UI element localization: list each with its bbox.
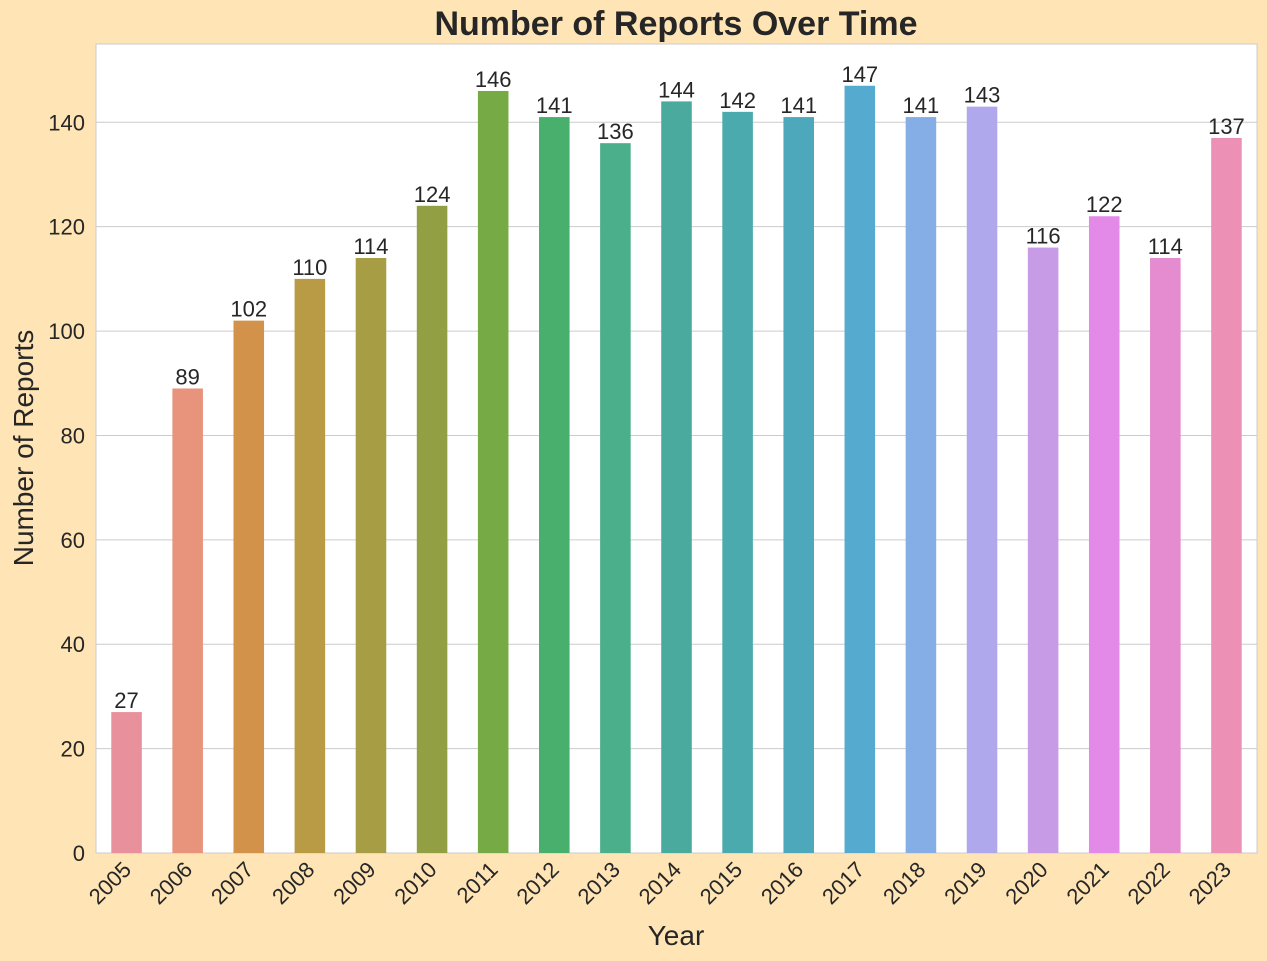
x-tick-label: 2020 <box>1000 857 1052 909</box>
bars <box>111 85 1242 854</box>
y-tick-label: 40 <box>61 632 85 657</box>
data-label: 122 <box>1086 192 1123 217</box>
bar <box>1211 137 1242 854</box>
y-tick-label: 80 <box>61 423 85 448</box>
bar <box>844 85 876 854</box>
x-tick-label: 2022 <box>1123 857 1175 909</box>
y-tick-labels: 0 20 40 60 80 100 120 140 <box>48 110 85 866</box>
data-label: 141 <box>780 93 817 118</box>
x-tick-label: 2006 <box>145 857 197 909</box>
x-tick-label: 2012 <box>512 857 564 909</box>
x-tick-label: 2013 <box>573 857 625 909</box>
x-axis-label: Year <box>648 920 705 951</box>
y-tick-label: 60 <box>61 528 85 553</box>
bar <box>722 111 753 853</box>
chart-title: Number of Reports Over Time <box>434 5 917 43</box>
data-label: 136 <box>597 119 634 144</box>
x-tick-label: 2014 <box>634 857 686 909</box>
data-label: 143 <box>964 83 1001 108</box>
y-axis-label: Number of Reports <box>8 330 39 567</box>
bar <box>477 90 509 854</box>
bar <box>355 257 387 854</box>
x-tick-label: 2007 <box>206 857 258 909</box>
bar <box>600 143 631 854</box>
data-label: 141 <box>536 93 573 118</box>
data-label: 27 <box>114 688 138 713</box>
data-label: 114 <box>353 234 388 259</box>
data-label: 141 <box>903 93 940 118</box>
x-tick-label: 2009 <box>328 857 380 909</box>
bar <box>111 712 142 853</box>
y-tick-label: 140 <box>48 110 85 135</box>
bar <box>294 278 326 853</box>
x-tick-labels: 2005 2006 2007 2008 2009 2010 2011 2012 2013 2014… <box>84 857 1236 909</box>
x-tick-label: 2005 <box>84 857 136 909</box>
bar <box>1150 257 1181 854</box>
data-label: 146 <box>475 67 512 92</box>
bar <box>416 205 448 854</box>
y-tick-label: 100 <box>48 319 85 344</box>
bar <box>1088 216 1120 853</box>
data-label: 142 <box>719 88 756 113</box>
bar <box>1027 247 1059 854</box>
x-tick-label: 2015 <box>695 857 747 909</box>
data-label: 89 <box>175 364 199 389</box>
bar <box>905 117 937 853</box>
x-tick-label: 2018 <box>878 857 930 909</box>
bar <box>966 106 998 853</box>
x-tick-label: 2019 <box>939 857 991 909</box>
bar <box>539 117 570 853</box>
bar <box>661 101 692 853</box>
data-label: 147 <box>841 62 878 87</box>
x-tick-label: 2011 <box>452 857 503 908</box>
data-label: 144 <box>658 77 695 102</box>
bar <box>783 117 814 853</box>
x-tick-label: 2017 <box>817 857 869 909</box>
data-labels: 27 89 102 110 114 124 146 141 136 144 142 141 147 141… <box>114 62 1244 713</box>
x-tick-label: 2016 <box>756 857 808 909</box>
x-tick-label: 2023 <box>1184 857 1236 909</box>
bar <box>172 388 203 853</box>
y-tick-label: 120 <box>48 215 85 240</box>
data-label: 137 <box>1208 114 1245 139</box>
y-tick-label: 0 <box>73 841 85 866</box>
x-tick-label: 2021 <box>1061 857 1113 909</box>
data-label: 102 <box>230 297 267 322</box>
data-label: 116 <box>1026 224 1061 249</box>
data-label: 124 <box>414 182 451 207</box>
bar <box>233 320 265 853</box>
data-label: 114 <box>1148 234 1183 259</box>
y-tick-label: 20 <box>61 737 85 762</box>
x-tick-label: 2008 <box>267 857 319 909</box>
data-label: 110 <box>292 255 327 280</box>
x-tick-label: 2010 <box>389 857 441 909</box>
